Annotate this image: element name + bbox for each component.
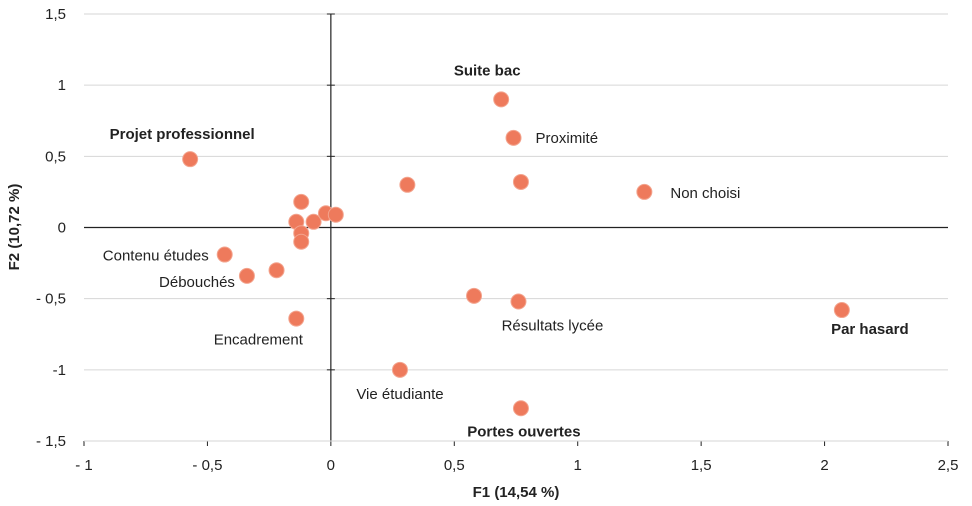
scatter-point: [293, 233, 310, 250]
point-label: Projet professionnel: [110, 126, 255, 143]
scatter-point: [512, 173, 529, 190]
x-tick-label: 1: [574, 457, 582, 474]
point-label: Encadrement: [214, 332, 304, 349]
scatter-point: [399, 176, 416, 193]
scatter-point: [305, 213, 322, 230]
scatter-point: [293, 193, 310, 210]
y-tick-label: 0: [58, 220, 66, 237]
scatter-point: [636, 183, 653, 200]
scatter-point: [391, 361, 408, 378]
point-label: Débouchés: [159, 274, 235, 291]
scatter-point: [510, 293, 527, 310]
scatter-point: [288, 310, 305, 327]
y-tick-label: 1: [58, 77, 66, 94]
y-tick-label: -1: [53, 362, 66, 379]
scatter-point: [833, 302, 850, 319]
scatter-point: [327, 206, 344, 223]
x-tick-label: 2: [820, 457, 828, 474]
scatter-point: [512, 400, 529, 417]
point-label: Résultats lycée: [502, 318, 604, 335]
x-axis-title: F1 (14,54 %): [473, 484, 560, 501]
y-tick-label: 1,5: [45, 6, 66, 23]
x-tick-label: 0: [327, 457, 335, 474]
scatter-point: [466, 287, 483, 304]
data-points: [182, 91, 850, 417]
y-tick-label: - 1,5: [36, 433, 66, 450]
scatter-point: [505, 129, 522, 146]
x-tick-label: - 0,5: [192, 457, 222, 474]
point-label: Contenu études: [103, 248, 209, 265]
scatter-point: [182, 151, 199, 168]
y-tick-label: - 0,5: [36, 291, 66, 308]
x-tick-label: 1,5: [691, 457, 712, 474]
y-tick-label: 0,5: [45, 148, 66, 165]
point-label: Vie étudiante: [356, 386, 443, 403]
point-label: Proximité: [536, 130, 599, 147]
axes: [83, 13, 949, 446]
scatter-point: [216, 246, 233, 263]
scatter-point: [238, 267, 255, 284]
point-label: Par hasard: [831, 321, 909, 338]
point-label: Suite bac: [454, 62, 521, 79]
x-tick-label: 2,5: [938, 457, 959, 474]
point-label: Non choisi: [670, 185, 740, 202]
tick-labels: 1,5 1 0,5 0 - 0,5 -1 - 1,5 - 1 - 0,5 0 0,5 1 1,5 2 2,5: [36, 6, 958, 474]
point-label: Portes ouvertes: [467, 423, 580, 440]
y-axis-title: F2 (10,72 %): [6, 184, 23, 271]
scatter-point: [268, 262, 285, 279]
scatter-point: [493, 91, 510, 108]
x-tick-label: 0,5: [444, 457, 465, 474]
x-tick-label: - 1: [75, 457, 93, 474]
point-labels: Projet professionnel Suite bac Proximité No…: [103, 62, 909, 440]
